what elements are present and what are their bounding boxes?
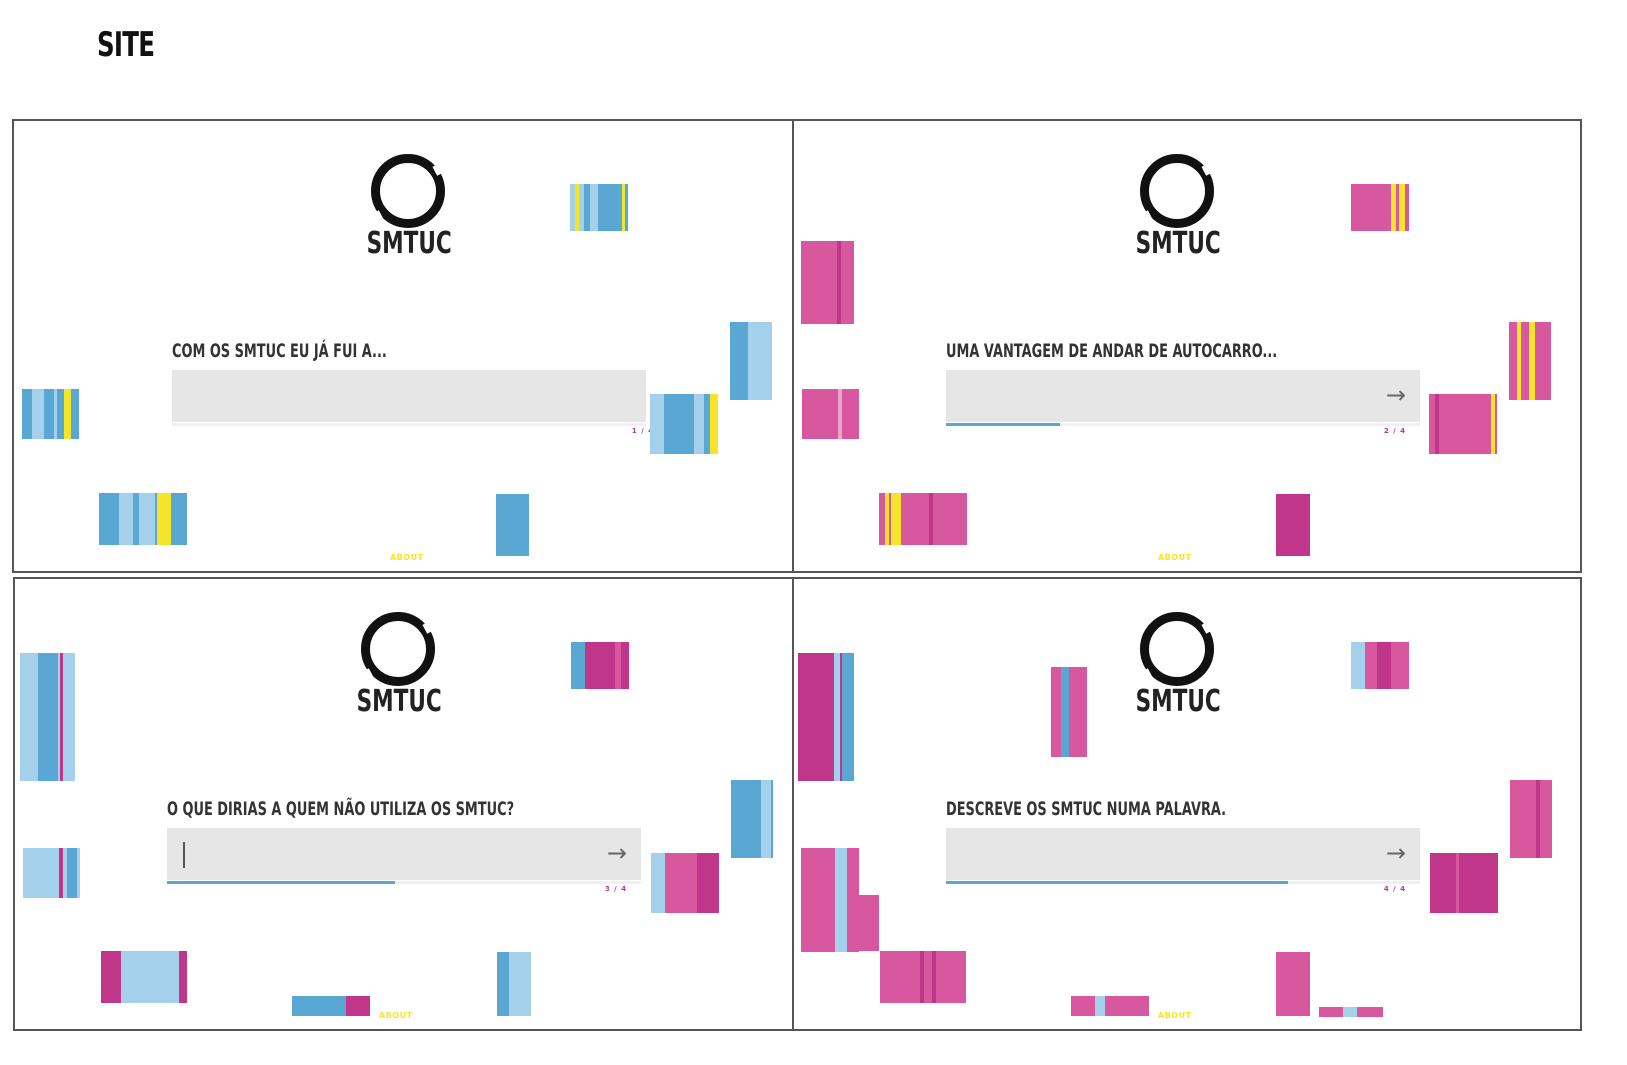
site-title: SITE bbox=[97, 25, 155, 65]
decorative-block bbox=[1276, 952, 1310, 1016]
answer-input[interactable]: → bbox=[946, 828, 1420, 880]
about-link[interactable]: ABOUT bbox=[379, 1011, 413, 1020]
question-label: DESCREVE OS SMTUC NUMA PALAVRA. bbox=[946, 798, 1227, 820]
progress-fill bbox=[946, 423, 1060, 426]
decorative-block bbox=[99, 493, 187, 545]
logo-text: SMTUC bbox=[1135, 226, 1221, 261]
progress-bar bbox=[946, 423, 1420, 426]
progress-fill bbox=[946, 881, 1288, 884]
smtuc-logo-icon bbox=[1135, 612, 1219, 686]
decorative-block bbox=[730, 322, 772, 400]
about-link[interactable]: ABOUT bbox=[1158, 553, 1192, 562]
decorative-block bbox=[880, 951, 966, 1003]
screenshot-panel-1: SMTUC COM OS SMTUC EU JÁ FUI A... 1 / 4 … bbox=[12, 119, 802, 573]
decorative-block bbox=[1051, 667, 1087, 757]
progress-bar bbox=[172, 423, 646, 426]
decorative-block bbox=[854, 895, 879, 951]
decorative-block bbox=[879, 493, 967, 545]
decorative-block bbox=[801, 848, 859, 952]
decorative-block bbox=[497, 952, 531, 1016]
decorative-block bbox=[650, 394, 718, 454]
decorative-block bbox=[1071, 996, 1149, 1016]
screenshot-panel-4: SMTUC DESCREVE OS SMTUC NUMA PALAVRA. → … bbox=[792, 577, 1582, 1031]
page-indicator: 3 / 4 bbox=[604, 885, 627, 893]
screenshot-panel-2: SMTUC UMA VANTAGEM DE ANDAR DE AUTOCARRO… bbox=[792, 119, 1582, 573]
logo-text: SMTUC bbox=[356, 684, 442, 719]
smtuc-logo-icon bbox=[1135, 154, 1219, 228]
progress-fill bbox=[167, 881, 395, 884]
answer-input[interactable] bbox=[172, 370, 646, 422]
question-label: UMA VANTAGEM DE ANDAR DE AUTOCARRO... bbox=[946, 340, 1278, 362]
about-link[interactable]: ABOUT bbox=[1158, 1011, 1192, 1020]
decorative-block bbox=[802, 389, 859, 439]
decorative-block bbox=[1351, 184, 1409, 231]
decorative-block bbox=[571, 642, 629, 689]
decorative-block bbox=[1351, 642, 1409, 689]
decorative-block bbox=[1509, 322, 1551, 400]
answer-input[interactable]: → bbox=[167, 828, 641, 880]
decorative-block bbox=[798, 653, 854, 781]
decorative-block bbox=[1510, 780, 1552, 858]
page-indicator: 2 / 4 bbox=[1383, 427, 1406, 435]
decorative-block bbox=[570, 184, 628, 231]
question-label: COM OS SMTUC EU JÁ FUI A... bbox=[172, 340, 387, 362]
arrow-right-icon[interactable]: → bbox=[606, 839, 627, 867]
logo-text: SMTUC bbox=[366, 226, 452, 261]
about-link[interactable]: ABOUT bbox=[390, 553, 424, 562]
arrow-right-icon[interactable]: → bbox=[1385, 381, 1406, 409]
decorative-block bbox=[731, 780, 773, 858]
text-caret bbox=[183, 842, 185, 868]
decorative-block bbox=[22, 389, 79, 439]
screenshot-panel-3: SMTUC O QUE DIRIAS A QUEM NÃO UTILIZA OS… bbox=[13, 577, 803, 1031]
decorative-block bbox=[20, 653, 75, 781]
question-label: O QUE DIRIAS A QUEM NÃO UTILIZA OS SMTUC… bbox=[167, 798, 515, 820]
logo-text: SMTUC bbox=[1135, 684, 1221, 719]
decorative-block bbox=[1319, 1007, 1383, 1017]
decorative-block bbox=[1276, 494, 1310, 556]
page-indicator: 1 / 4 bbox=[631, 427, 654, 435]
smtuc-logo-icon bbox=[356, 612, 440, 686]
decorative-block bbox=[801, 241, 854, 324]
answer-input[interactable]: → bbox=[946, 370, 1420, 422]
progress-bar bbox=[946, 881, 1420, 884]
decorative-block bbox=[1429, 394, 1497, 454]
decorative-block bbox=[651, 853, 719, 913]
decorative-block bbox=[23, 848, 80, 898]
smtuc-logo-icon bbox=[366, 154, 450, 228]
decorative-block bbox=[1430, 853, 1498, 913]
page-indicator: 4 / 4 bbox=[1383, 885, 1406, 893]
decorative-block bbox=[496, 494, 529, 556]
decorative-block bbox=[292, 996, 370, 1016]
decorative-block bbox=[101, 951, 187, 1003]
arrow-right-icon[interactable]: → bbox=[1385, 839, 1406, 867]
progress-bar bbox=[167, 881, 641, 884]
